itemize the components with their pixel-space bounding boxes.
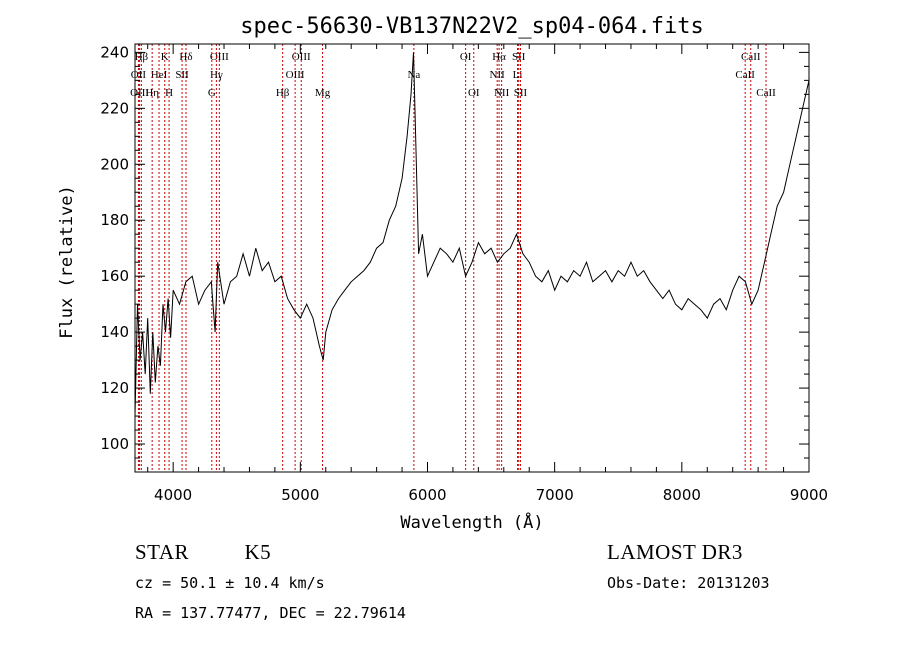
obs-date: Obs-Date: 20131203 xyxy=(607,574,770,592)
x-tick-label: 6000 xyxy=(408,486,446,504)
x-axis: 4000 5000 6000 7000 8000 9000 xyxy=(147,44,828,504)
x-tick-label: 5000 xyxy=(281,486,319,504)
plot-frame xyxy=(134,43,810,473)
line-marker-label: Hβ xyxy=(276,87,290,99)
line-marker-label: HeI xyxy=(151,69,168,81)
line-marker-label: H xyxy=(165,87,173,99)
line-marker-label: OIII xyxy=(292,51,311,63)
line-marker-label: CaII xyxy=(741,51,761,63)
y-axis: 100 120 140 160 180 200 220 240 xyxy=(100,43,809,459)
line-marker-label: Li xyxy=(513,69,523,81)
line-marker-label: NII xyxy=(490,69,506,81)
y-tick-label: 120 xyxy=(100,379,129,397)
x-tick-label: 4000 xyxy=(154,486,192,504)
object-class-text: STAR xyxy=(135,540,189,564)
survey-name: LAMOST DR3 xyxy=(607,540,743,564)
x-tick-label: 9000 xyxy=(790,486,828,504)
line-marker-label: SII xyxy=(512,51,526,63)
coordinates: RA = 137.77477, DEC = 22.79614 xyxy=(135,604,406,622)
line-marker-label: Hα xyxy=(492,51,506,63)
line-marker-label: CaII xyxy=(735,69,755,81)
spectrum-series xyxy=(134,52,810,417)
line-marker-label: OI xyxy=(468,87,480,99)
y-tick-label: 240 xyxy=(100,43,129,61)
line-marker-label: SII xyxy=(175,69,189,81)
y-tick-label: 140 xyxy=(100,323,129,341)
line-marker-label: NII xyxy=(494,87,510,99)
subclass-text: K5 xyxy=(244,540,272,564)
y-tick-label: 200 xyxy=(100,155,129,173)
line-marker-label: Mg xyxy=(315,87,331,99)
line-marker-label: Hδ xyxy=(179,51,192,63)
x-tick-label: 7000 xyxy=(536,486,574,504)
line-marker-label: OII xyxy=(131,69,147,81)
line-marker-label: CaII xyxy=(756,87,776,99)
line-marker-label: OI xyxy=(460,51,472,63)
y-tick-label: 160 xyxy=(100,267,129,285)
line-marker-label: K xyxy=(161,51,169,63)
y-axis-label: Flux (relative) xyxy=(57,185,77,339)
object-class: STAR K5 xyxy=(135,540,271,565)
chart-title: spec-56630-VB137N22V2_sp04-064.fits xyxy=(240,14,704,39)
y-tick-label: 180 xyxy=(100,211,129,229)
redshift-readout: cz = 50.1 ± 10.4 km/s xyxy=(135,574,325,592)
line-marker-label: Hγ xyxy=(210,69,223,81)
spectrum-line xyxy=(134,52,810,417)
x-axis-label: Wavelength (Å) xyxy=(400,511,543,533)
y-tick-label: 100 xyxy=(100,435,129,453)
line-marker-label: OIII xyxy=(210,51,229,63)
line-marker-label: SII xyxy=(514,87,528,99)
line-marker-label: Hη xyxy=(145,87,159,99)
y-tick-label: 220 xyxy=(100,99,129,117)
line-marker-label: G xyxy=(208,87,216,99)
x-tick-label: 8000 xyxy=(663,486,701,504)
line-marker-label: OIII xyxy=(286,69,305,81)
